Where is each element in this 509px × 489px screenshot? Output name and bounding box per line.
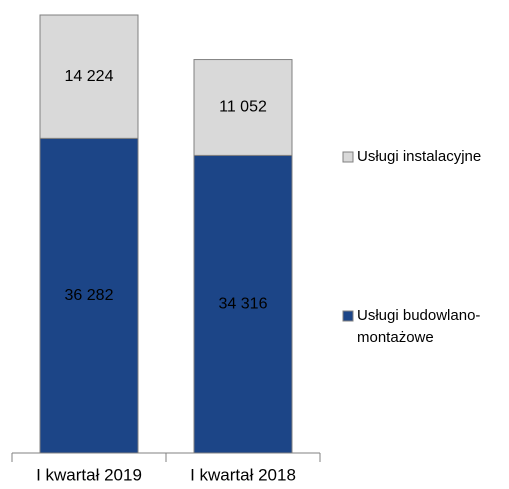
legend-label: Usługi instalacyjne: [357, 148, 481, 165]
legend-swatch: [342, 151, 354, 163]
value-label: 34 316: [219, 295, 268, 312]
x-tick-label: I kwartał 2019: [36, 465, 142, 484]
value-label: 11 052: [219, 99, 267, 116]
value-label: 14 224: [65, 68, 114, 85]
bar-segment: [193, 59, 293, 156]
bar-segment: [39, 137, 139, 454]
x-tick-label: I kwartał 2018: [190, 465, 296, 484]
bar-segment: [39, 14, 139, 139]
bar-segment: [193, 154, 293, 454]
legend-swatch: [342, 310, 354, 322]
value-label: 36 282: [65, 287, 114, 304]
legend-label: Usługi budowlano-montażowe: [357, 307, 480, 346]
